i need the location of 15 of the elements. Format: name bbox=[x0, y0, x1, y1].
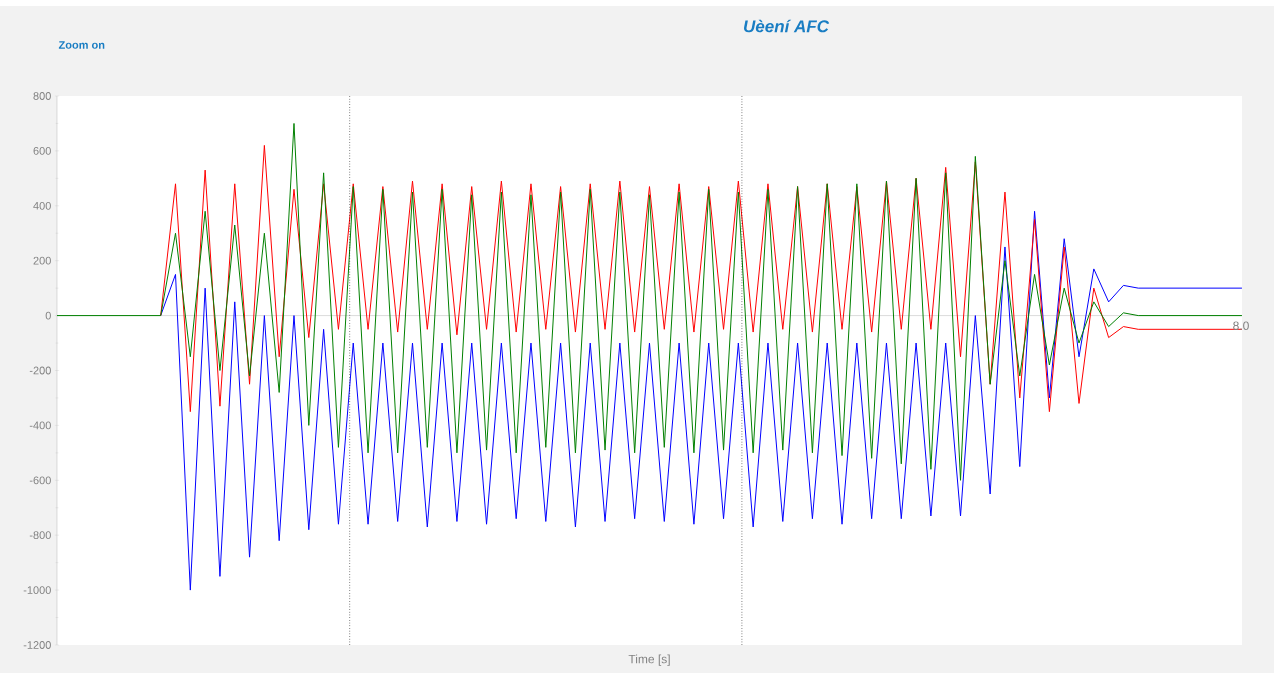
y-tick-label: -600 bbox=[29, 476, 51, 485]
y-tick-label: 800 bbox=[33, 92, 51, 100]
y-tick-label: 600 bbox=[33, 147, 51, 155]
text: Zoom on bbox=[58, 41, 105, 49]
annotation: 8.0 bbox=[1233, 321, 1249, 331]
y-tick-label: -800 bbox=[29, 531, 51, 540]
y-tick-label: 0 bbox=[45, 311, 51, 320]
y-tick-label: 400 bbox=[33, 201, 51, 210]
y-tick-label: 200 bbox=[33, 256, 51, 265]
y-tick-label: -400 bbox=[29, 421, 51, 430]
chart-title: Uèení AFC bbox=[744, 19, 830, 33]
x-axis-title: Time [s] bbox=[628, 654, 670, 666]
y-tick-label: -1000 bbox=[23, 586, 51, 594]
y-tick-label: -1200 bbox=[23, 641, 51, 649]
y-tick-label: -200 bbox=[29, 366, 51, 375]
